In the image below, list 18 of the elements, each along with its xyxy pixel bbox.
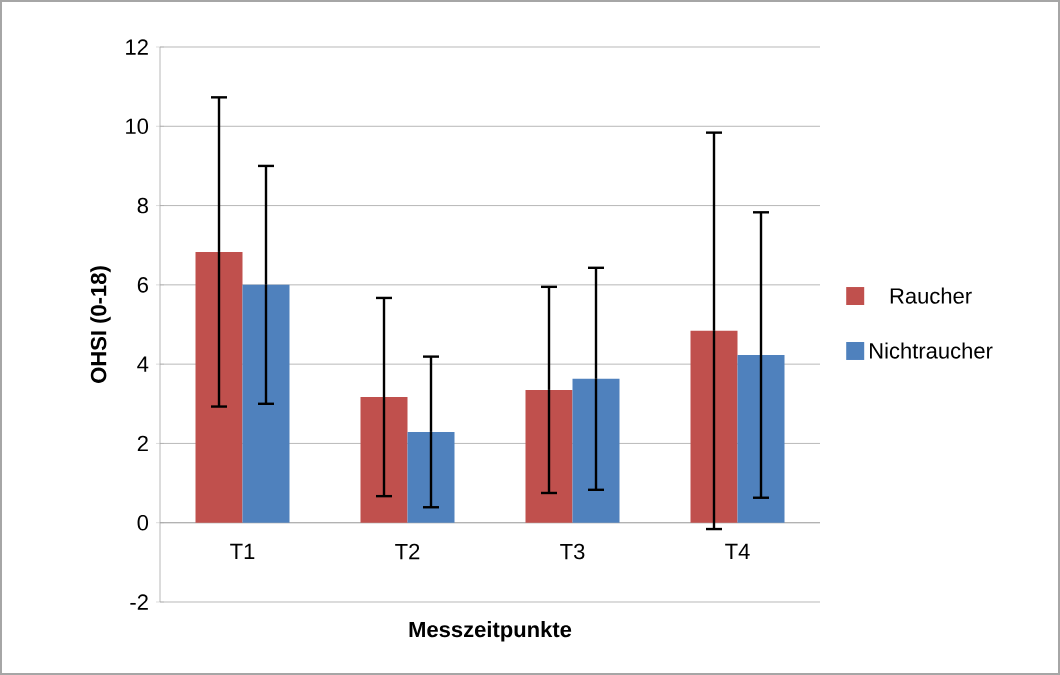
y-axis-title: OHSI (0-18) <box>90 266 111 383</box>
x-tick-label: T4 <box>725 543 750 559</box>
y-tick-label: 4 <box>137 356 149 372</box>
legend-label: Nichtraucher <box>870 342 993 359</box>
y-tick-label: 12 <box>126 39 148 55</box>
x-tick-label: T2 <box>395 543 420 560</box>
x-tick-label: T1 <box>230 543 255 559</box>
bar <box>690 330 738 523</box>
y-tick-label: 10 <box>126 118 149 135</box>
bar <box>242 284 290 523</box>
y-tick-label: 2 <box>137 435 148 452</box>
y-tick-label: 0 <box>137 514 149 531</box>
x-axis-title: Messzeitpunkte <box>409 621 572 642</box>
y-tick-label: -2 <box>130 594 148 610</box>
legend-label: Raucher <box>890 287 972 304</box>
y-tick-label: 6 <box>137 277 148 293</box>
y-tick-label: 8 <box>137 197 148 214</box>
x-tick-label: T3 <box>560 543 585 560</box>
